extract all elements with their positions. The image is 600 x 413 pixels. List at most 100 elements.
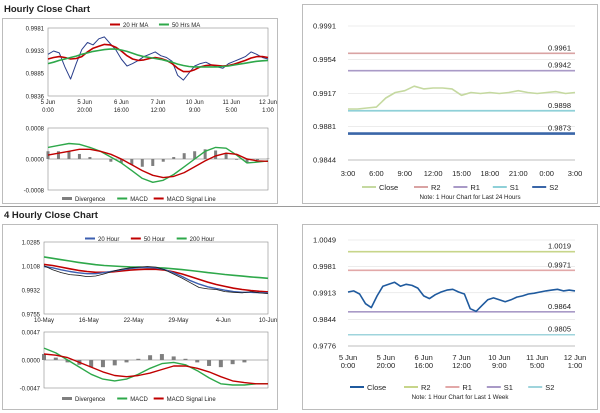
four-hourly-macd-divergence-bar [171,356,176,360]
hourly-price-x-tick-label: 10 Jun [186,100,204,106]
hourly-pivot-x-tick-label: 3:00 [568,169,583,178]
hourly-macd-divergence-bar [235,159,239,160]
hourly-price-x-tick-label: 20:00 [77,108,93,114]
hourly-macd-divergence-bar [214,150,218,159]
four-hourly-pivot-x-tick-label: 0:00 [341,361,356,370]
hourly-pivot-x-tick-label: 21:00 [509,169,528,178]
hourly-pivot-x-tick-label: 0:00 [539,169,554,178]
hourly-price-x-tick-label: 12 Jun [259,100,277,106]
four-hourly-pivot-x-tick-label: 5:00 [530,361,545,370]
four-hourly-price-x-tick-label: 10-Jun [259,318,277,324]
hourly-price-y-tick-label: 0.9885 [26,72,45,78]
hourly-pivot-x-tick-label: 6:00 [369,169,384,178]
hourly-pivot-level-label: 0.9873 [548,124,571,133]
four-hourly-price-plot-area [43,241,269,315]
hourly-macd-legend-swatch [62,197,72,200]
four-hourly-left-panel-frame [2,224,278,410]
hourly-macd-divergence-bar [256,159,260,161]
four-hourly-price-y-tick-label: 0.9755 [22,313,41,319]
hourly-macd-series-signal [47,148,269,179]
hourly-price-legend-label: 20 Hr MA [123,23,148,29]
hourly-price-y-tick-label: 0.9981 [26,27,45,33]
four-hourly-pivot-x-tick-label: 16:00 [414,361,433,370]
hourly-macd-divergence-bar [193,151,197,159]
hourly-macd-divergence-bar [151,159,155,166]
four-hourly-pivot-level-label: 0.9864 [548,302,571,311]
four-hourly-macd-y-tick-label: -0.0047 [20,387,41,393]
hourly-price-x-tick-label: 16:00 [114,108,130,114]
hourly-macd-y-tick-label: 0.0008 [26,127,45,133]
hourly-macd-divergence-bar [46,151,50,159]
hourly-pivot-y-tick-label: 0.9917 [313,89,336,98]
four-hourly-pivot-legend-label: Close [367,383,386,392]
four-hourly-macd-y-tick-label: 0.0000 [22,359,41,365]
four-hourly-pivot-x-tick-label: 5 Jun [339,353,357,362]
hourly-left-panel-frame [2,18,278,204]
hourly-section-title: Hourly Close Chart [4,4,91,15]
four-hourly-macd-divergence-bar [136,358,141,360]
hourly-macd-divergence-bar [67,151,71,159]
four-hourly-macd-divergence-bar [100,360,105,368]
four-hourly-price-x-tick-label: 29-May [168,318,188,324]
four-hourly-price-x-tick-label: 16-May [79,318,99,324]
four-hourly-macd-divergence-bar [53,357,58,360]
four-hourly-pivot-y-tick-label: 1.0049 [313,236,336,245]
hourly-macd-legend-label: MACD [130,197,148,203]
hourly-macd-divergence-bar [182,153,186,159]
hourly-price-x-tick-label: 6 Jun [114,100,129,106]
hourly-pivot-y-tick-label: 0.9954 [313,55,336,64]
hourly-price-x-tick-label: 9:00 [189,108,201,114]
hourly-pivot-legend-label: R1 [470,183,480,192]
four-hourly-price-y-tick-label: 0.9932 [22,288,41,294]
hourly-pivot-level-label: 0.9942 [548,61,571,70]
hourly-pivot-legend-label: R2 [431,183,441,192]
four-hourly-section-title: 4 Hourly Close Chart [4,210,98,221]
hourly-macd-divergence-bar [77,153,81,159]
hourly-macd-y-tick-label: -0.0008 [24,189,45,195]
four-hourly-macd-divergence-bar [195,360,200,363]
four-hourly-macd-series-macd [43,347,268,386]
hourly-macd-divergence-bar [224,153,228,159]
four-hourly-pivot-y-tick-label: 0.9844 [313,315,336,324]
four-hourly-pivot-x-tick-label: 11 Jun [526,353,548,362]
hourly-pivot-x-tick-label: 9:00 [397,169,412,178]
four-hourly-price-series-price [43,265,269,294]
four-hourly-pivot-legend-label: S1 [504,383,513,392]
four-hourly-macd-legend-label: Divergence [75,397,106,403]
four-hourly-pivot-x-tick-label: 7 Jun [452,353,470,362]
hourly-price-x-tick-label: 12:00 [150,108,166,114]
four-hourly-pivot-x-tick-label: 20:00 [376,361,395,370]
four-hourly-pivot-legend-label: S2 [545,383,554,392]
four-hourly-macd-divergence-bar [242,360,247,363]
four-hourly-price-x-tick-label: 10-May [34,318,54,324]
hourly-price-series-price [47,36,269,81]
four-hourly-pivot-x-tick-label: 9:00 [492,361,507,370]
hourly-price-x-tick-label: 5 Jun [41,100,56,106]
four-hourly-macd-divergence-bar [183,358,188,360]
hourly-macd-legend-label: MACD Signal Line [167,197,217,203]
four-hourly-pivot-x-tick-label: 10 Jun [488,353,511,362]
four-hourly-price-x-tick-label: 4-Jun [216,318,231,324]
hourly-price-x-tick-label: 7 Jun [151,100,166,106]
four-hourly-price-y-tick-label: 1.0285 [22,241,41,247]
hourly-macd-divergence-bar [109,159,113,162]
section-divider [0,206,600,207]
hourly-pivot-x-tick-label: 12:00 [424,169,443,178]
hourly-pivot-level-label: 0.9898 [548,101,571,110]
hourly-macd-divergence-bar [119,159,123,163]
hourly-pivot-x-tick-label: 15:00 [452,169,471,178]
four-hourly-pivot-x-tick-label: 6 Jun [414,353,432,362]
hourly-pivot-panel-frame [302,4,598,204]
hourly-pivot-level-label: 0.9961 [548,43,571,52]
hourly-pivot-legend-label: S1 [510,183,519,192]
four-hourly-macd-divergence-bar [112,360,117,366]
four-hourly-macd-divergence-bar [42,354,46,360]
four-hourly-macd-divergence-bar [124,360,129,363]
four-hourly-price-series-20h [43,265,269,294]
hourly-macd-divergence-bar [130,159,134,165]
four-hourly-pivot-y-tick-label: 0.9913 [313,288,336,297]
hourly-macd-divergence-bar [245,159,249,163]
hourly-pivot-x-tick-label: 18:00 [480,169,499,178]
four-hourly-pivot-y-tick-label: 0.9981 [313,262,336,271]
four-hourly-pivot-level-label: 1.0019 [548,242,571,251]
